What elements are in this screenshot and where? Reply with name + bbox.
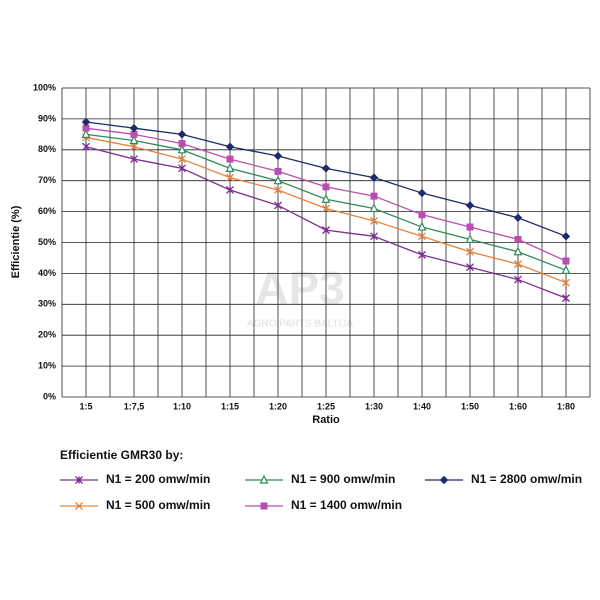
data-point [177, 144, 187, 154]
data-point [273, 175, 283, 185]
data-point [418, 211, 426, 219]
x-tick-label: 1:10 [173, 401, 191, 411]
data-point [370, 192, 378, 200]
legend-label: N1 = 900 omw/min [291, 472, 395, 486]
data-point [466, 247, 474, 256]
data-point [417, 188, 427, 198]
data-point [370, 232, 378, 241]
data-point [129, 123, 139, 133]
y-tick-label: 50% [38, 237, 56, 247]
data-point [129, 135, 139, 145]
data-point [562, 278, 570, 287]
y-tick-label: 70% [38, 175, 56, 185]
data-point [226, 155, 234, 163]
x-tick-label: 1:20 [269, 401, 287, 411]
x-tick-label: 1:30 [365, 401, 383, 411]
data-point [322, 204, 330, 213]
x-tick-label: 1:50 [461, 401, 479, 411]
data-point [369, 203, 379, 213]
data-point [465, 201, 475, 210]
data-point [466, 263, 474, 272]
data-point [226, 186, 234, 194]
legend-title: Efficientie GMR30 by: [60, 448, 183, 462]
data-point [322, 226, 330, 235]
data-point [178, 155, 186, 164]
data-point [418, 250, 426, 259]
watermark-logo: AP3 [255, 262, 344, 314]
data-point [81, 117, 91, 127]
data-point [178, 140, 186, 148]
data-point [418, 232, 426, 241]
data-point [274, 186, 282, 194]
data-point [465, 234, 475, 244]
y-tick-label: 0% [43, 391, 56, 401]
data-point [562, 294, 570, 303]
data-point [274, 201, 282, 210]
data-point [561, 232, 571, 241]
legend-marker [259, 474, 269, 484]
y-tick-label: 10% [38, 360, 56, 370]
data-point [178, 164, 186, 173]
data-point [369, 173, 379, 182]
data-point [82, 142, 90, 151]
data-point [273, 151, 283, 161]
legend-label: N1 = 200 omw/min [106, 472, 210, 486]
data-point [321, 164, 331, 173]
x-tick-label: 1:60 [509, 401, 527, 411]
y-tick-label: 40% [38, 268, 56, 278]
legend-label: N1 = 1400 omw/min [291, 498, 402, 512]
data-point [225, 162, 235, 172]
x-axis-label: Ratio [312, 414, 340, 426]
data-point [177, 130, 187, 139]
y-tick-label: 90% [38, 113, 56, 123]
data-point [514, 260, 522, 269]
data-point [466, 223, 474, 231]
x-tick-label: 1:7,5 [124, 401, 145, 411]
x-tick-label: 1:25 [317, 401, 335, 411]
data-point [130, 142, 138, 151]
x-tick-label: 1:40 [413, 401, 431, 411]
data-point [513, 213, 523, 222]
data-point [370, 216, 378, 225]
legend-label: N1 = 500 omw/min [106, 498, 210, 512]
watermark-text: AGRO PARTS BALTIJA [247, 319, 353, 330]
data-point [417, 221, 427, 231]
y-tick-label: 80% [38, 144, 56, 154]
y-axis-label: Efficientie (%) [10, 205, 22, 278]
y-tick-label: 100% [33, 82, 56, 92]
legend-marker [260, 502, 268, 510]
data-point [562, 257, 570, 265]
data-point [513, 246, 523, 256]
y-tick-label: 20% [38, 330, 56, 340]
y-tick-label: 60% [38, 206, 56, 216]
y-tick-label: 30% [38, 299, 56, 309]
data-point [514, 275, 522, 284]
legend-label: N1 = 2800 omw/min [471, 472, 582, 486]
data-point [81, 129, 91, 138]
data-point [130, 155, 138, 164]
data-point [321, 193, 331, 203]
legend-marker [75, 502, 83, 510]
legend-marker [75, 476, 83, 484]
x-tick-label: 1:80 [557, 401, 575, 411]
legend-marker [439, 475, 449, 485]
data-point [514, 235, 522, 243]
data-point [274, 167, 282, 175]
data-point [225, 142, 235, 151]
x-tick-label: 1:15 [221, 401, 239, 411]
data-point [322, 183, 330, 191]
data-point [561, 264, 571, 274]
data-point [226, 173, 234, 182]
x-tick-label: 1:5 [79, 401, 92, 411]
